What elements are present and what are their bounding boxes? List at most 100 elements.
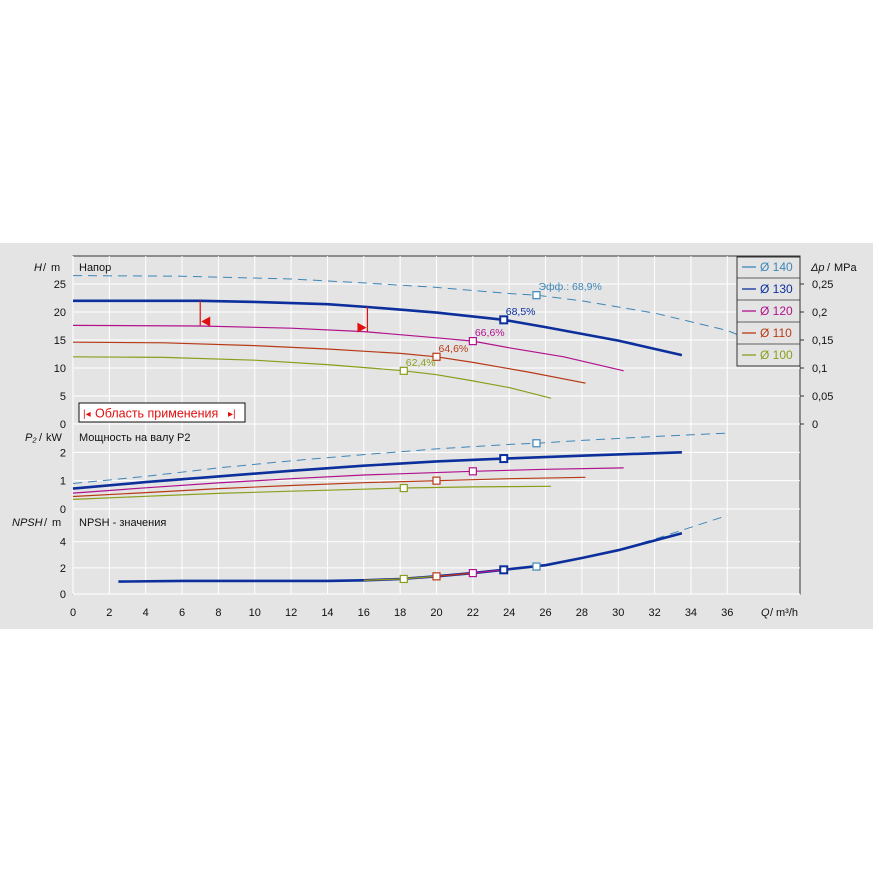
y-tick-label: 10 <box>54 363 66 375</box>
head-axis-label: H / m <box>34 262 60 274</box>
x-tick-label: 2 <box>106 607 112 619</box>
power-axis-unit: kW <box>46 432 63 444</box>
application-range-label: Область применения <box>95 407 218 421</box>
power-axis-label: P₂ / kW <box>25 432 63 444</box>
operating-point-marker <box>532 562 541 571</box>
svg-text:|◂: |◂ <box>83 409 91 420</box>
npsh-axis-symbol: NPSH <box>12 517 43 529</box>
series-line <box>72 341 586 384</box>
y-tick-label: 4 <box>60 537 66 549</box>
x-tick-label: 16 <box>358 607 370 619</box>
x-tick-label: 10 <box>249 607 261 619</box>
pressure-axis-symbol: Δp <box>810 262 825 274</box>
efficiency-label: 62,4% <box>406 357 436 369</box>
y-tick-label: 20 <box>54 307 66 319</box>
pump-curve-svg: Эфф.: 68,9%68,5%66,6%64,6%62,4% 0 2 4 6 8 10 1… <box>12 255 858 619</box>
operating-point-marker <box>399 483 408 493</box>
series-line <box>72 275 746 339</box>
svg-text:/: / <box>43 262 47 274</box>
efficiency-label: 68,5% <box>506 306 536 318</box>
operating-point-marker <box>399 574 408 584</box>
efficiency-label: Эфф.: 68,9% <box>538 281 601 293</box>
svg-text:/: / <box>44 517 48 529</box>
y-tick-label: 5 <box>60 391 66 403</box>
x-tick-label: 30 <box>612 607 624 619</box>
operating-point-marker <box>468 568 477 578</box>
svg-text:▸|: ▸| <box>228 409 236 420</box>
x-tick-label: 4 <box>143 607 149 619</box>
series-line <box>72 476 586 498</box>
power-axis-symbol: P₂ <box>25 432 37 444</box>
grid-lines <box>72 256 800 595</box>
svg-text:/: / <box>770 607 774 619</box>
y-tick-label: 2 <box>60 447 66 459</box>
head-axis-symbol: H <box>34 262 42 274</box>
npsh-axis-unit: m <box>52 517 61 529</box>
npsh-panel-title: NPSH - значения <box>79 517 166 529</box>
legend-label: Ø 120 <box>760 304 793 318</box>
flow-axis-symbol: Q <box>761 607 770 619</box>
x-tick-label: 0 <box>70 607 76 619</box>
x-tick-label: 26 <box>539 607 551 619</box>
operating-point-marker <box>532 291 541 300</box>
legend-label: Ø 140 <box>760 260 793 274</box>
svg-text:/: / <box>827 262 831 274</box>
series-line <box>72 451 682 490</box>
x-tick-label: 18 <box>394 607 406 619</box>
y-tick-label: 0 <box>60 504 66 516</box>
x-tick-label: 14 <box>321 607 333 619</box>
legend-label: Ø 100 <box>760 348 793 362</box>
flow-axis-label: Q / m³/h <box>761 607 798 619</box>
series-layer <box>72 275 746 583</box>
x-tick-label: 8 <box>215 607 221 619</box>
y2-tick-label: 0,15 <box>812 335 833 347</box>
operating-point-marker <box>499 565 509 575</box>
x-tick-label: 32 <box>648 607 660 619</box>
operating-point-marker <box>432 476 441 485</box>
range-start-arrow <box>201 316 211 327</box>
x-tick-label: 6 <box>179 607 185 619</box>
y-tick-label: 25 <box>54 279 66 291</box>
application-range-marker <box>199 300 369 333</box>
svg-text:/: / <box>39 432 43 444</box>
pressure-axis-unit: MPa <box>834 262 858 274</box>
y-tick-label: 1 <box>60 476 66 488</box>
y-tick-label: 0 <box>60 589 66 601</box>
x-tick-label: 20 <box>430 607 442 619</box>
series-line <box>72 467 624 494</box>
series-line <box>72 485 552 500</box>
x-tick-label: 24 <box>503 607 515 619</box>
series-line <box>73 299 683 357</box>
y-tick-label: 15 <box>54 335 66 347</box>
head-axis-unit: m <box>51 262 60 274</box>
series-line <box>72 324 624 372</box>
point-markers: Эфф.: 68,9% 68,5%66,6% 64,6%62,4% <box>399 281 602 584</box>
pump-curve-chart: Эфф.: 68,9% 68,5% 66,6% 64,6% 62,4% 0 2 4 6 8 10 1… <box>0 243 873 629</box>
operating-point-marker <box>432 352 441 361</box>
y2-tick-label: 0,1 <box>812 363 827 375</box>
range-end-arrow <box>357 322 367 333</box>
tick-labels: 0 2 4 6 8 10 12 14 16 18 20 22 24 26 28 30 32 34 360510152… <box>54 279 834 619</box>
x-tick-label: 34 <box>685 607 697 619</box>
legend-label: Ø 130 <box>760 282 793 296</box>
y-tick-label: 0 <box>60 419 66 431</box>
legend-label: Ø 110 <box>760 326 792 340</box>
application-range-label-box: |◂ Область применения ▸| <box>78 402 246 423</box>
operating-point-marker <box>499 454 509 464</box>
head-panel-title: Напор <box>79 262 111 274</box>
x-tick-label: 28 <box>576 607 588 619</box>
operating-point-marker <box>432 572 441 581</box>
operating-point-marker <box>468 467 477 476</box>
npsh-axis-label: NPSH / m <box>12 517 61 529</box>
efficiency-label: 64,6% <box>439 343 469 355</box>
operating-point-marker <box>468 337 477 346</box>
legend: Ø 140 Ø 130 Ø 120 Ø 110 Ø 100 <box>736 256 801 367</box>
flow-axis-unit: m³/h <box>776 607 798 619</box>
efficiency-label: 66,6% <box>475 327 505 339</box>
x-tick-label: 36 <box>721 607 733 619</box>
pressure-axis-label: Δp / MPa <box>810 262 858 274</box>
y-tick-label: 2 <box>60 563 66 575</box>
y2-tick-label: 0,2 <box>812 307 827 319</box>
y2-tick-label: 0 <box>812 419 818 431</box>
series-line <box>72 432 728 484</box>
